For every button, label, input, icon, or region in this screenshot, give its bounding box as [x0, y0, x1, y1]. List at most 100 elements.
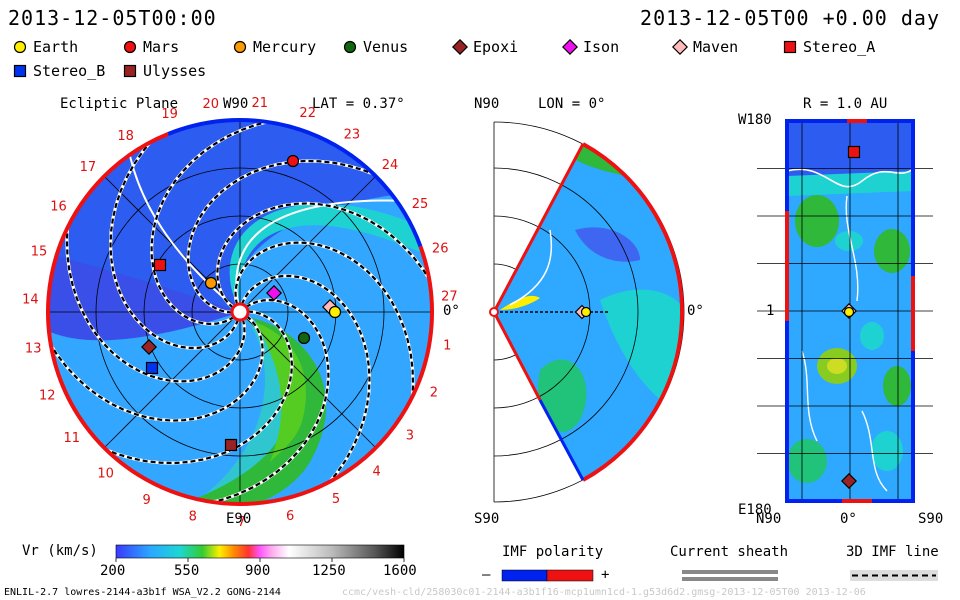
legend-marker-maven — [672, 39, 688, 55]
carrington-tick-label: 27 — [441, 290, 458, 305]
imf-line-title: 3D IMF line — [846, 544, 939, 560]
carrington-tick-label: 25 — [412, 197, 429, 212]
carrington-tick-label: 11 — [64, 431, 81, 446]
carrington-tick-label: 14 — [22, 293, 39, 308]
legend-marker-circle-icon — [123, 40, 137, 54]
imf-spiral-line — [109, 125, 240, 350]
meridional-band-2 — [538, 359, 587, 432]
imf-polarity-title: IMF polarity — [502, 544, 604, 560]
legend-label: Venus — [363, 38, 409, 56]
carrington-tick-label: 7 — [237, 515, 245, 530]
ecliptic-object-stereo-b — [145, 361, 159, 375]
legend-marker-ulysses — [123, 64, 137, 78]
meridional-n90-label: N90 — [474, 96, 500, 112]
imf-spiral-line — [48, 315, 264, 422]
legend-marker-epoxi — [452, 39, 468, 55]
legend-label: Stereo_B — [33, 62, 106, 80]
sphere-cyan-1 — [835, 231, 863, 251]
date-left: 2013-12-05T00:00 — [8, 6, 217, 30]
imf-plus: + — [601, 567, 610, 583]
colorbar-tick-550: 550 — [174, 563, 200, 579]
meridional-field — [494, 144, 683, 480]
meridional-edge-bottom — [492, 311, 542, 401]
legend-marker-square-icon — [123, 64, 137, 78]
meridional-edge-top — [492, 143, 585, 313]
carrington-tick-label: 12 — [39, 388, 56, 403]
imf-spiral-line — [240, 274, 371, 499]
sphere-e180-label: E180 — [738, 502, 772, 518]
legend-stereo-a: Stereo_A — [782, 38, 875, 56]
sphere-1-label: 1 — [766, 303, 775, 319]
legend-label: Ison — [583, 38, 620, 56]
ecliptic-object-mercury — [204, 276, 218, 290]
sphere-r-label: R = 1.0 AU — [803, 96, 888, 112]
carrington-tick-label: 9 — [142, 493, 150, 508]
meridional-hot-spot — [500, 295, 540, 310]
meridional-sheath — [509, 229, 553, 306]
legend-marker-circle-icon — [233, 40, 247, 54]
imf-rim-positive-2 — [46, 132, 274, 506]
sphere-s90-label: S90 — [918, 511, 944, 527]
ecliptic-object-ulysses — [224, 438, 238, 452]
fast-wind-band — [229, 203, 420, 312]
high-speed-stream-core — [255, 322, 306, 462]
legend-marker-earth — [13, 40, 27, 54]
current-sheath-line-1 — [682, 570, 778, 574]
legend-marker-diamond-icon — [672, 39, 688, 55]
current-sheath-line-2 — [682, 577, 778, 581]
meridional-slow-patch — [575, 227, 640, 262]
legend-label: Mercury — [253, 38, 317, 56]
legend-label: Earth — [33, 38, 79, 56]
sphere-sheath-3 — [801, 350, 818, 442]
ecliptic-e90-label: E90 — [226, 511, 252, 527]
carrington-tick-label: 23 — [344, 127, 361, 142]
sphere-w180-label: W180 — [738, 112, 772, 128]
imf-rim-positive — [272, 245, 434, 504]
imf-spiral-line — [86, 310, 294, 465]
legend-marker-stereo-b — [13, 64, 27, 78]
ecliptic-0deg-label: 0° — [443, 303, 460, 319]
ecliptic-object-earth — [328, 305, 342, 319]
carrington-tick-label: 15 — [31, 244, 48, 259]
carrington-tick-label: 16 — [50, 199, 67, 214]
sphere-cyan-2 — [860, 322, 884, 350]
meridional-s90-label: S90 — [474, 511, 500, 527]
legend-marker-diamond-icon — [562, 39, 578, 55]
legend-marker-diamond-icon — [452, 39, 468, 55]
sphere-sheath-2 — [845, 195, 859, 302]
sphere-sheath-4 — [861, 410, 888, 492]
carrington-tick-label: 21 — [252, 96, 269, 111]
meridional-panel — [489, 121, 685, 503]
colorbar-tick-1600: 1600 — [383, 563, 417, 579]
legend-marker-venus — [343, 40, 357, 54]
sphere-yellow-core — [827, 358, 847, 374]
imf-spiral-line — [216, 202, 432, 309]
colorbar-tick-1250: 1250 — [312, 563, 346, 579]
sphere-green-4 — [883, 366, 911, 406]
bottom-legends — [115, 544, 938, 582]
ecliptic-title: Ecliptic Plane — [60, 96, 179, 112]
sun-marker — [230, 302, 250, 322]
legend-label: Mars — [143, 38, 180, 56]
legend-label: Maven — [693, 38, 739, 56]
sphere-green-5 — [787, 439, 827, 483]
colorbar-tick-900: 900 — [245, 563, 271, 579]
sphere-panel — [757, 119, 933, 503]
footer-faint-info: ccmc/vesh-cld/258030c01-2144-a3b1f16-mcp… — [342, 587, 866, 598]
carrington-tick-label: 4 — [373, 464, 381, 479]
sphere-object-epoxi — [841, 473, 857, 489]
sphere-0deg-label: 0° — [840, 511, 857, 527]
legend-marker-circle-icon — [343, 40, 357, 54]
meridional-0deg-label: 0° — [687, 303, 704, 319]
legend-marker-mars — [123, 40, 137, 54]
ecliptic-object-venus — [297, 331, 311, 345]
legend-epoxi: Epoxi — [452, 38, 518, 56]
legend-stereo-b: Stereo_B — [12, 62, 105, 80]
carrington-tick-label: 6 — [286, 509, 294, 524]
carrington-tick-label: 10 — [97, 466, 114, 481]
meridional-sun — [489, 307, 499, 317]
carrington-tick-label: 13 — [25, 342, 42, 357]
sphere-object-stereo-a — [847, 145, 861, 159]
ecliptic-plane-panel: 20 21222324252627123456789101112131415161… — [22, 96, 458, 530]
